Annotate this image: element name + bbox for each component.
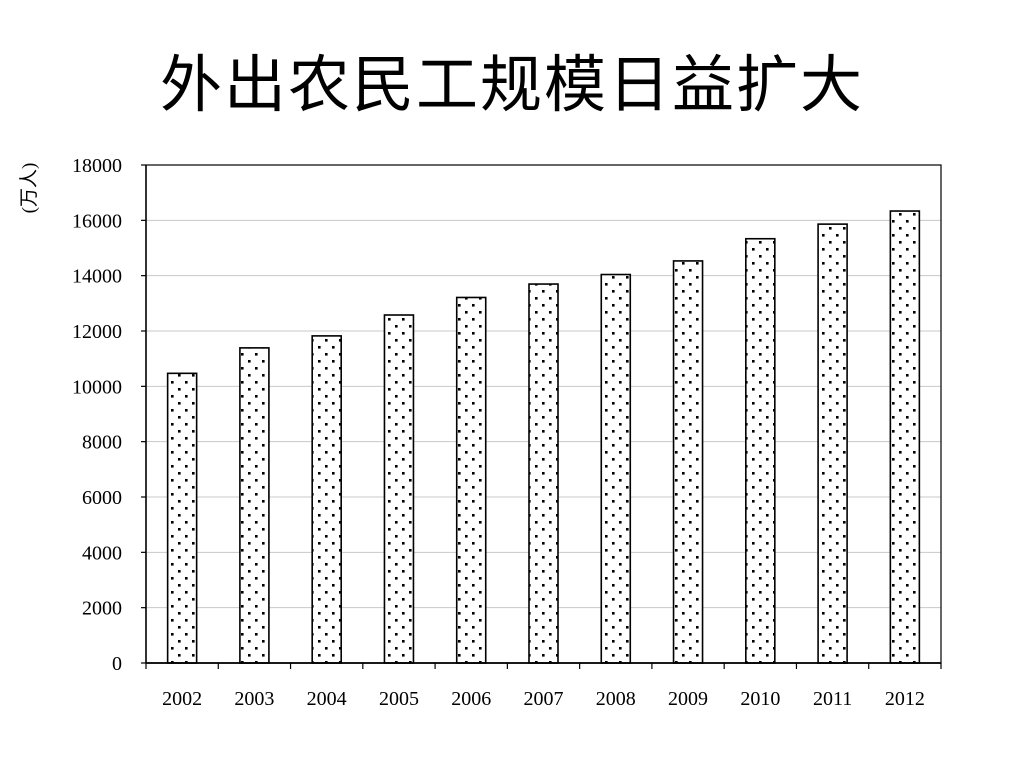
x-tick-label: 2004 (307, 688, 347, 710)
x-tick-labels: 2002 2003 2004 2005 2006 2007 2008 2009 2010 2011… (162, 688, 925, 710)
y-tick-labels: 0 2000 4000 6000 8000 10000 12000 14000 16000 180… (72, 155, 122, 675)
bar-2011 (817, 223, 848, 664)
x-tick-label: 2009 (668, 688, 708, 710)
x-tick-label: 2002 (162, 688, 202, 710)
x-tick-label: 2005 (379, 688, 419, 710)
x-tick-label: 2012 (885, 688, 925, 710)
y-tick-label: 0 (112, 653, 122, 675)
bar-2009 (672, 260, 704, 664)
y-tick-label: 4000 (82, 542, 122, 564)
bar-2004 (311, 335, 342, 664)
bar-2003 (239, 347, 270, 664)
x-tick-label: 2007 (524, 688, 564, 710)
y-tick-label: 16000 (72, 210, 122, 232)
bar-2010 (745, 237, 776, 664)
y-tick-label: 10000 (72, 376, 122, 398)
y-tick-label: 2000 (82, 598, 122, 620)
y-tick-label: 14000 (72, 266, 122, 288)
bar-2012 (889, 210, 921, 664)
x-tick-label: 2003 (234, 688, 274, 710)
y-tick-label: 8000 (82, 432, 122, 454)
x-tick-label: 2008 (596, 688, 636, 710)
chart-title: 外出农民工规模日益扩大 (159, 48, 864, 121)
bar-2008 (600, 273, 632, 664)
bar-2006 (455, 296, 487, 664)
axes (141, 164, 942, 669)
y-tick-label: 6000 (82, 487, 122, 509)
y-axis-label: (万人) (18, 163, 40, 214)
y-tick-label: 12000 (72, 321, 122, 343)
bar-2007 (528, 283, 559, 664)
x-tick-label: 2011 (813, 688, 852, 710)
x-tick-label: 2010 (740, 688, 780, 710)
bars (166, 210, 921, 664)
y-tick-label: 18000 (72, 155, 122, 177)
bar-2002 (166, 372, 198, 664)
bar-2005 (383, 314, 415, 664)
x-tick-label: 2006 (451, 688, 491, 710)
